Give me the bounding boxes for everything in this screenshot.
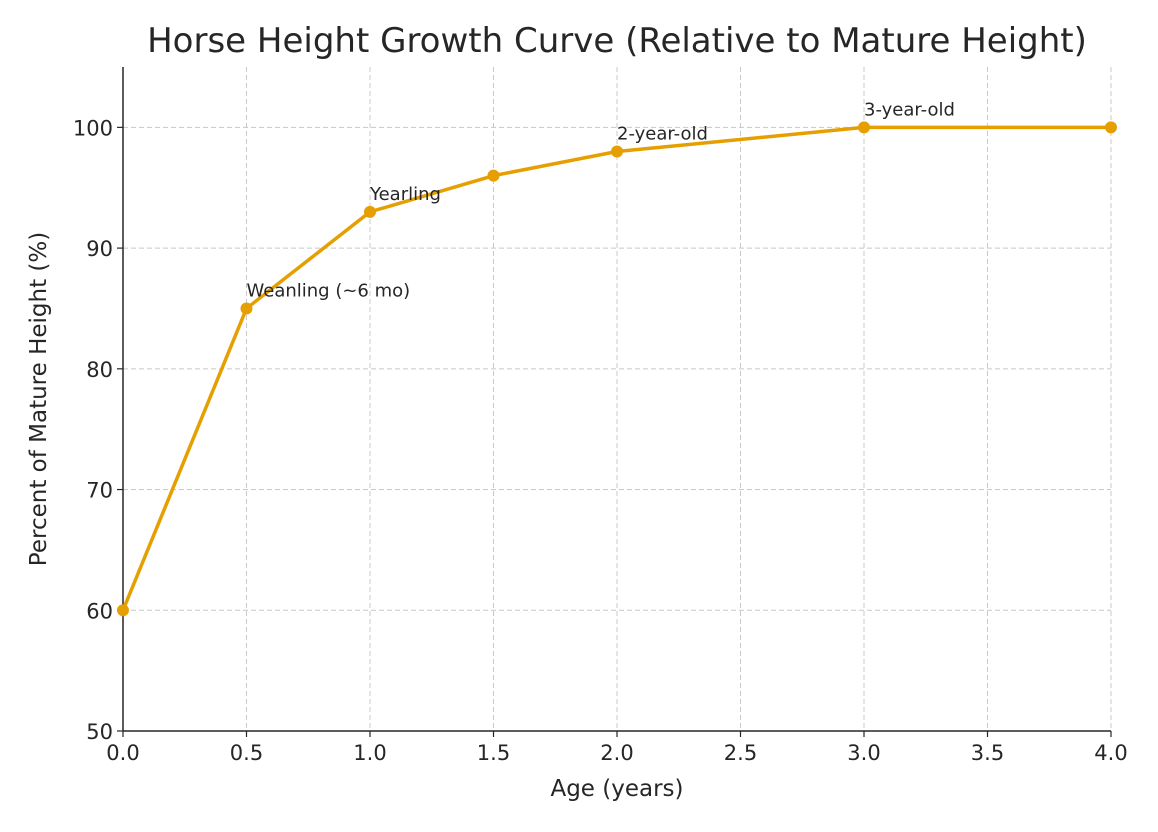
x-tick-label: 3.5 bbox=[971, 741, 1004, 765]
x-tick-label: 4.0 bbox=[1094, 741, 1127, 765]
ticks: 0.0 0.5 1.0 1.5 2.0 2.5 3.0 3.5 4.0 50 60 70 80 90 100 bbox=[73, 116, 1128, 765]
x-tick-label: 1.0 bbox=[353, 741, 386, 765]
y-tick-label: 90 bbox=[86, 237, 113, 261]
grid bbox=[122, 67, 1112, 732]
y-tick-label: 100 bbox=[73, 116, 113, 140]
y-tick-label: 70 bbox=[86, 479, 113, 503]
x-tick-label: 2.5 bbox=[724, 741, 757, 765]
data-point bbox=[117, 604, 129, 617]
x-tick-label: 1.5 bbox=[477, 741, 510, 765]
data-point bbox=[240, 302, 253, 315]
data-point bbox=[487, 169, 500, 182]
y-tick-label: 60 bbox=[86, 599, 113, 623]
y-tick-label: 50 bbox=[86, 720, 113, 744]
x-tick-label: 0.0 bbox=[106, 741, 139, 765]
data-point bbox=[858, 121, 870, 134]
chart-title: Horse Height Growth Curve (Relative to M… bbox=[147, 21, 1087, 61]
annotation-label: Weanling (~6 mo) bbox=[247, 280, 411, 301]
x-tick-label: 0.5 bbox=[230, 741, 263, 765]
data-point bbox=[611, 145, 623, 158]
annotation-label: 2-year-old bbox=[617, 124, 708, 145]
series bbox=[117, 121, 1117, 617]
x-tick-label: 2.0 bbox=[600, 741, 633, 765]
data-point bbox=[364, 205, 376, 218]
annotation-label: 3-year-old bbox=[864, 99, 955, 120]
y-axis-label: Percent of Mature Height (%) bbox=[26, 232, 52, 566]
x-axis-label: Age (years) bbox=[550, 776, 683, 802]
annotations: Weanling (~6 mo) Yearling 2-year-old 3-year… bbox=[247, 99, 955, 301]
x-tick-label: 3.0 bbox=[847, 741, 880, 765]
y-tick-label: 80 bbox=[86, 358, 113, 382]
data-point bbox=[1105, 121, 1117, 134]
annotation-label: Yearling bbox=[369, 184, 441, 205]
